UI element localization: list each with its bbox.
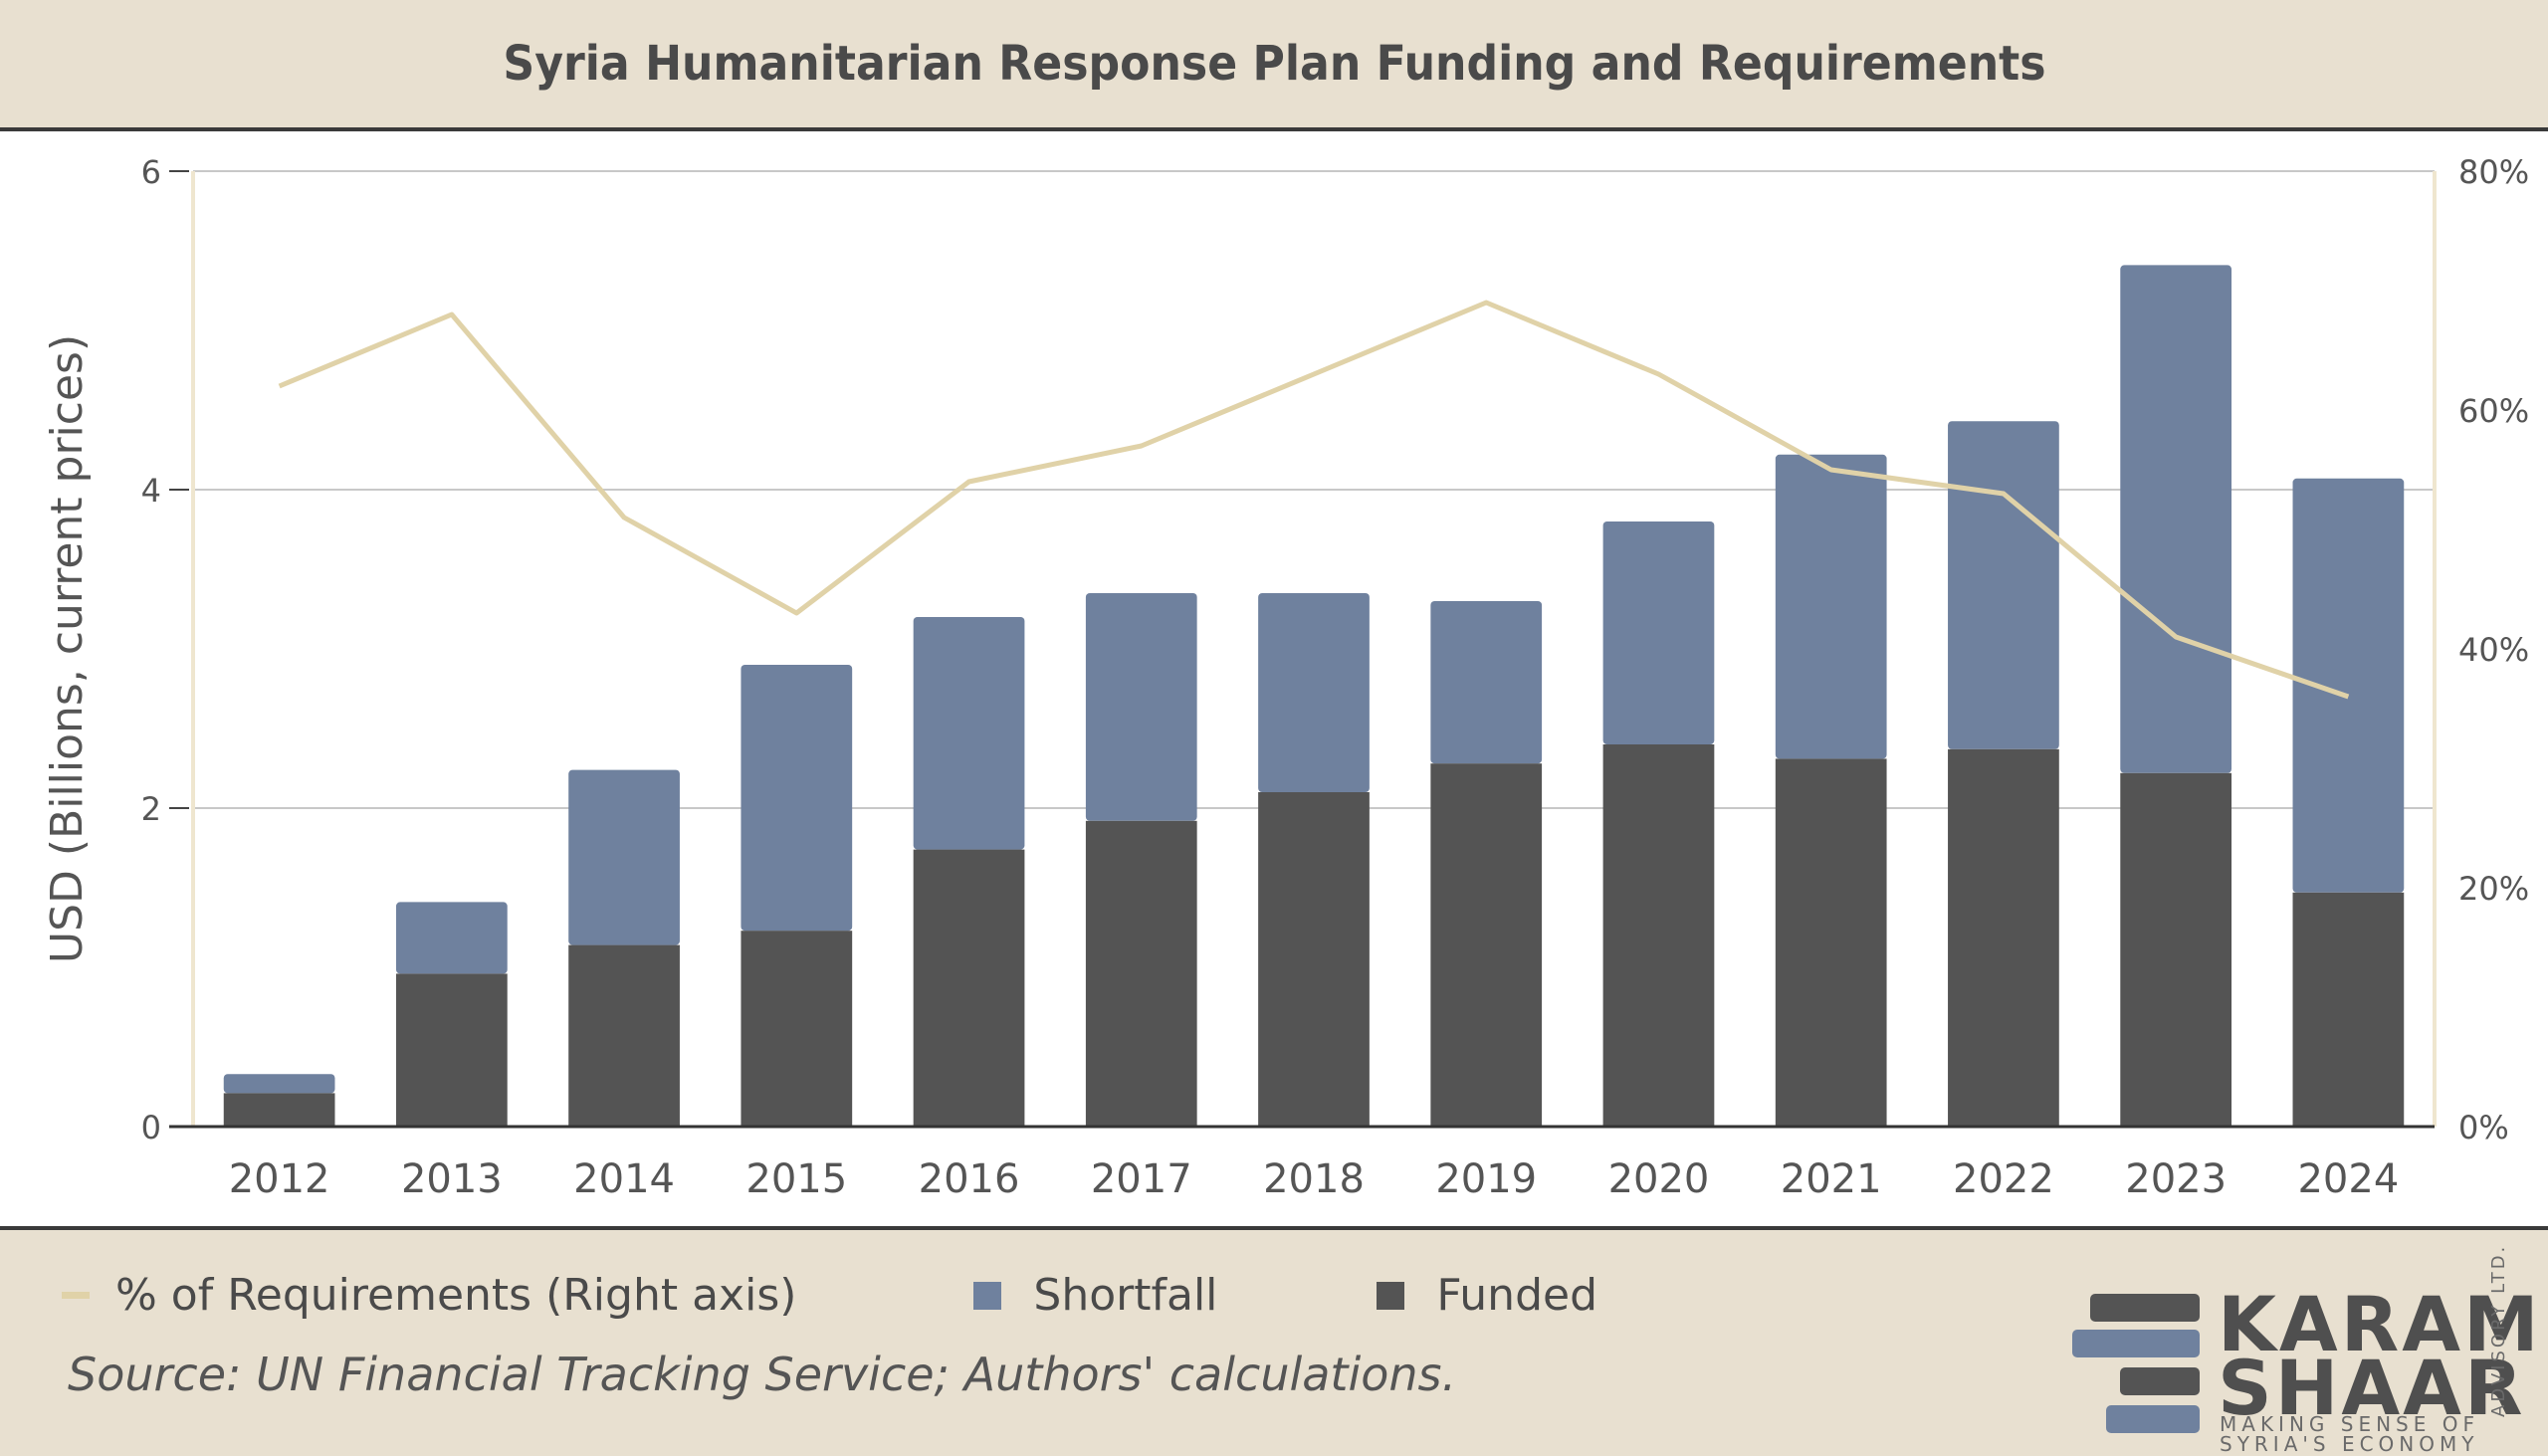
x-tick-label: 2018 <box>1263 1156 1365 1202</box>
logo-tagline-2: SYRIA'S ECONOMY <box>2220 1432 2479 1456</box>
logo-word-2: SHAAR <box>2218 1344 2526 1432</box>
logo-word-1: KARAM <box>2218 1280 2542 1368</box>
bar-funded <box>1085 820 1197 1127</box>
bar-shortfall <box>2120 265 2232 773</box>
y2-tick-label: 20% <box>2458 870 2529 908</box>
x-tick-label: 2013 <box>401 1156 503 1202</box>
y2-tick-label: 60% <box>2458 392 2529 430</box>
bar-shortfall <box>1085 593 1197 821</box>
y-tick-label: 6 <box>141 153 161 191</box>
bar-shortfall <box>2292 478 2405 893</box>
chart-header: Syria Humanitarian Response Plan Funding… <box>0 0 2548 131</box>
bar-shortfall <box>568 769 680 945</box>
percent-line <box>278 300 2350 700</box>
bar-funded <box>1775 758 1887 1127</box>
y-tick-label: 0 <box>141 1109 161 1146</box>
legend-item-percent: % of Requirements (Right axis) <box>62 1270 796 1321</box>
y-tick-label: 4 <box>141 472 161 510</box>
logo-bar-2 <box>2072 1330 2200 1357</box>
x-tick-label: 2014 <box>573 1156 675 1202</box>
plot-area: 0 2 4 6 0% 20% 40% 60% 80% 2012 2013 2014 2015 2016 20… <box>0 131 2548 1230</box>
bar-shortfall <box>223 1074 335 1094</box>
logo-bar-1 <box>2090 1294 2200 1322</box>
bar-funded <box>1258 792 1370 1127</box>
bar-shortfall <box>741 665 853 932</box>
bar-funded <box>2292 892 2405 1127</box>
legend-item-funded: Funded <box>1377 1270 1597 1321</box>
x-tick-label: 2012 <box>229 1156 330 1202</box>
x-tick-label: 2023 <box>2125 1156 2227 1202</box>
logo-tagline-1: MAKING SENSE OF <box>2220 1412 2479 1436</box>
chart-footer: % of Requirements (Right axis) Shortfall… <box>0 1230 2548 1455</box>
legend-funded-swatch <box>1377 1281 1405 1310</box>
y-tick-label: 2 <box>141 790 161 828</box>
bar-shortfall <box>913 617 1025 850</box>
x-tick-label: 2017 <box>1091 1156 1192 1202</box>
x-tick-label: 2020 <box>1608 1156 1710 1202</box>
source-note: Source: UN Financial Tracking Service; A… <box>68 1348 1457 1401</box>
legend-label-shortfall: Shortfall <box>1033 1270 1218 1321</box>
x-tick-label: 2022 <box>1953 1156 2054 1202</box>
x-tick-label: 2021 <box>1781 1156 1882 1202</box>
x-tick-label: 2019 <box>1435 1156 1537 1202</box>
logo-side-text: ADVISORY LTD. <box>2488 1243 2509 1417</box>
bar-funded <box>741 931 853 1127</box>
y-axis-title: USD (Billions, current prices) <box>42 334 93 963</box>
bar-funded <box>1948 748 2059 1127</box>
y2-tick-label: 0% <box>2458 1109 2509 1146</box>
x-tick-label: 2016 <box>919 1156 1020 1202</box>
legend: % of Requirements (Right axis) Shortfall… <box>62 1270 1597 1321</box>
karam-shaar-logo: KARAM SHAAR MAKING SENSE OF SYRIA'S ECON… <box>2070 1243 2539 1455</box>
logo-bar-3 <box>2120 1367 2200 1395</box>
bar-shortfall <box>1775 454 1887 759</box>
chart-title: Syria Humanitarian Response Plan Funding… <box>502 36 2046 92</box>
x-tick-label: 2024 <box>2297 1156 2399 1202</box>
x-tick-label: 2015 <box>745 1156 847 1202</box>
bar-shortfall <box>1948 421 2059 749</box>
legend-line-swatch <box>62 1292 90 1299</box>
bar-shortfall <box>1602 521 1715 744</box>
bar-shortfall <box>1258 593 1370 792</box>
bar-funded <box>1430 763 1543 1127</box>
y2-tick-label: 40% <box>2458 631 2529 669</box>
bar-funded <box>913 849 1025 1127</box>
logo-bar-4 <box>2106 1405 2200 1433</box>
bar-shortfall <box>1430 601 1543 764</box>
y2-tick-label: 80% <box>2458 153 2529 191</box>
legend-item-shortfall: Shortfall <box>973 1270 1217 1321</box>
bar-funded <box>2120 772 2232 1127</box>
bar-funded <box>223 1093 335 1127</box>
bar-funded <box>568 944 680 1127</box>
legend-shortfall-swatch <box>973 1281 1002 1310</box>
bar-funded <box>1602 744 1715 1127</box>
bar-funded <box>395 973 508 1127</box>
legend-label-percent: % of Requirements (Right axis) <box>115 1270 797 1321</box>
bar-shortfall <box>395 902 508 974</box>
legend-label-funded: Funded <box>1436 1270 1597 1321</box>
